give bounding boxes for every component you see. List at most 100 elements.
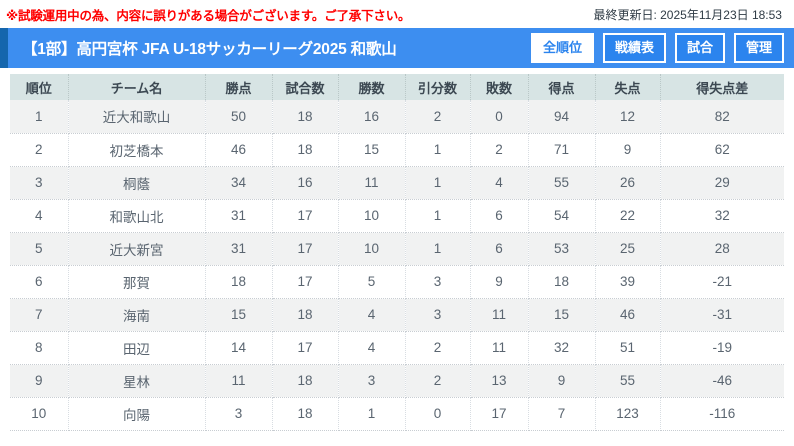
column-header-wins[interactable]: 勝数 bbox=[338, 74, 406, 100]
cell-points: 50 bbox=[205, 100, 273, 134]
column-header-rank[interactable]: 順位 bbox=[10, 74, 69, 100]
cell-goals-for: 18 bbox=[528, 265, 596, 299]
cell-goals-against: 46 bbox=[595, 298, 661, 332]
cell-team[interactable]: 和歌山北 bbox=[68, 199, 206, 233]
cell-draws: 2 bbox=[405, 364, 471, 398]
cell-team[interactable]: 初芝橋本 bbox=[68, 133, 206, 167]
cell-draws: 1 bbox=[405, 232, 471, 266]
tab-results-table[interactable]: 戦績表 bbox=[602, 33, 666, 63]
cell-draws: 1 bbox=[405, 166, 471, 200]
cell-points: 11 bbox=[205, 364, 273, 398]
cell-rank: 7 bbox=[10, 298, 69, 332]
last-updated-label: 最終更新日: 2025年11月23日 18:53 bbox=[593, 7, 782, 22]
table-row[interactable]: 10 向陽 3 18 1 0 17 7 123 -116 bbox=[10, 397, 784, 431]
cell-draws: 0 bbox=[405, 397, 471, 431]
cell-team[interactable]: 那賀 bbox=[68, 265, 206, 299]
cell-goals-for: 15 bbox=[528, 298, 596, 332]
cell-rank: 9 bbox=[10, 364, 69, 398]
cell-goals-against: 39 bbox=[595, 265, 661, 299]
cell-losses: 6 bbox=[470, 199, 529, 233]
cell-goals-for: 55 bbox=[528, 166, 596, 200]
cell-rank: 1 bbox=[10, 100, 69, 134]
cell-rank: 10 bbox=[10, 397, 69, 431]
table-row[interactable]: 9 星林 11 18 3 2 13 9 55 -46 bbox=[10, 364, 784, 398]
cell-losses: 6 bbox=[470, 232, 529, 266]
cell-goals-for: 54 bbox=[528, 199, 596, 233]
cell-losses: 11 bbox=[470, 298, 529, 332]
standings-table: 順位 チーム名 勝点 試合数 勝数 引分数 敗数 得点 失点 得失点差 1 近大和… bbox=[10, 74, 784, 431]
table-row[interactable]: 7 海南 15 18 4 3 11 15 46 -31 bbox=[10, 298, 784, 332]
tab-admin[interactable]: 管理 bbox=[733, 33, 784, 63]
cell-goal-diff: -19 bbox=[660, 331, 784, 365]
cell-goal-diff: 28 bbox=[660, 232, 784, 266]
cell-wins: 11 bbox=[338, 166, 406, 200]
tab-matches[interactable]: 試合 bbox=[674, 33, 725, 63]
cell-wins: 10 bbox=[338, 232, 406, 266]
column-header-draws[interactable]: 引分数 bbox=[405, 74, 471, 100]
table-row[interactable]: 1 近大和歌山 50 18 16 2 0 94 12 82 bbox=[10, 100, 784, 134]
cell-team[interactable]: 海南 bbox=[68, 298, 206, 332]
table-row[interactable]: 8 田辺 14 17 4 2 11 32 51 -19 bbox=[10, 331, 784, 365]
cell-team[interactable]: 桐蔭 bbox=[68, 166, 206, 200]
notice-bar: ※試験運用中の為、内容に誤りがある場合がございます。ご了承下さい。 最終更新日:… bbox=[0, 0, 794, 28]
cell-goals-for: 53 bbox=[528, 232, 596, 266]
cell-goals-against: 123 bbox=[595, 397, 661, 431]
cell-points: 34 bbox=[205, 166, 273, 200]
cell-wins: 4 bbox=[338, 298, 406, 332]
cell-points: 31 bbox=[205, 199, 273, 233]
cell-team[interactable]: 田辺 bbox=[68, 331, 206, 365]
cell-team[interactable]: 星林 bbox=[68, 364, 206, 398]
cell-points: 14 bbox=[205, 331, 273, 365]
table-row[interactable]: 2 初芝橋本 46 18 15 1 2 71 9 62 bbox=[10, 133, 784, 167]
cell-rank: 2 bbox=[10, 133, 69, 167]
cell-goal-diff: 62 bbox=[660, 133, 784, 167]
column-header-goal-diff[interactable]: 得失点差 bbox=[660, 74, 784, 100]
column-header-points[interactable]: 勝点 bbox=[205, 74, 273, 100]
column-header-team[interactable]: チーム名 bbox=[68, 74, 206, 100]
view-tab-group: 全順位 戦績表 試合 管理 bbox=[530, 33, 784, 63]
table-row[interactable]: 6 那賀 18 17 5 3 9 18 39 -21 bbox=[10, 265, 784, 299]
cell-team[interactable]: 近大和歌山 bbox=[68, 100, 206, 134]
cell-rank: 5 bbox=[10, 232, 69, 266]
standings-table-head: 順位 チーム名 勝点 試合数 勝数 引分数 敗数 得点 失点 得失点差 bbox=[10, 74, 784, 100]
cell-wins: 15 bbox=[338, 133, 406, 167]
cell-goal-diff: 29 bbox=[660, 166, 784, 200]
cell-goals-against: 9 bbox=[595, 133, 661, 167]
cell-wins: 4 bbox=[338, 331, 406, 365]
cell-played: 18 bbox=[272, 298, 339, 332]
column-header-goals-for[interactable]: 得点 bbox=[528, 74, 596, 100]
cell-played: 18 bbox=[272, 133, 339, 167]
cell-wins: 1 bbox=[338, 397, 406, 431]
cell-rank: 3 bbox=[10, 166, 69, 200]
cell-goals-for: 9 bbox=[528, 364, 596, 398]
table-row[interactable]: 4 和歌山北 31 17 10 1 6 54 22 32 bbox=[10, 199, 784, 233]
cell-goals-for: 7 bbox=[528, 397, 596, 431]
table-row[interactable]: 3 桐蔭 34 16 11 1 4 55 26 29 bbox=[10, 166, 784, 200]
cell-goal-diff: -21 bbox=[660, 265, 784, 299]
column-header-losses[interactable]: 敗数 bbox=[470, 74, 529, 100]
column-header-goals-against[interactable]: 失点 bbox=[595, 74, 661, 100]
table-row[interactable]: 5 近大新宮 31 17 10 1 6 53 25 28 bbox=[10, 232, 784, 266]
tab-all-standings[interactable]: 全順位 bbox=[530, 33, 594, 63]
league-title-banner: 【1部】高円宮杯 JFA U-18サッカーリーグ2025 和歌山 全順位 戦績表… bbox=[0, 28, 794, 68]
cell-played: 18 bbox=[272, 364, 339, 398]
standings-table-wrapper: 順位 チーム名 勝点 試合数 勝数 引分数 敗数 得点 失点 得失点差 1 近大和… bbox=[0, 68, 794, 431]
cell-draws: 1 bbox=[405, 133, 471, 167]
cell-team[interactable]: 向陽 bbox=[68, 397, 206, 431]
cell-played: 16 bbox=[272, 166, 339, 200]
cell-draws: 3 bbox=[405, 265, 471, 299]
cell-team[interactable]: 近大新宮 bbox=[68, 232, 206, 266]
cell-losses: 2 bbox=[470, 133, 529, 167]
page-title: 【1部】高円宮杯 JFA U-18サッカーリーグ2025 和歌山 bbox=[22, 41, 397, 58]
cell-wins: 16 bbox=[338, 100, 406, 134]
cell-goal-diff: -31 bbox=[660, 298, 784, 332]
cell-goals-for: 32 bbox=[528, 331, 596, 365]
cell-wins: 10 bbox=[338, 199, 406, 233]
cell-rank: 6 bbox=[10, 265, 69, 299]
cell-played: 17 bbox=[272, 331, 339, 365]
cell-wins: 5 bbox=[338, 265, 406, 299]
cell-goals-against: 26 bbox=[595, 166, 661, 200]
cell-draws: 1 bbox=[405, 199, 471, 233]
column-header-played[interactable]: 試合数 bbox=[272, 74, 339, 100]
